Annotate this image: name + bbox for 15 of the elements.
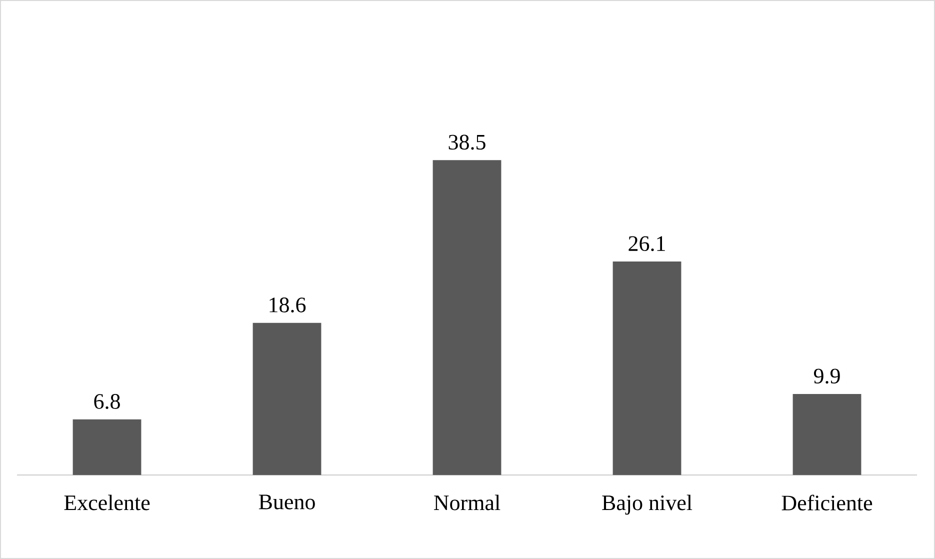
- x-tick-label: Excelente: [64, 494, 150, 510]
- x-tick-label: Bajo nivel: [602, 494, 692, 515]
- data-label: 18.6: [270, 298, 306, 312]
- bar: [72, 419, 142, 475]
- data-label: 9.9: [814, 368, 840, 384]
- data-label: 6.8: [94, 394, 120, 409]
- x-tick-label: Bueno: [258, 494, 315, 510]
- x-tick-label: Deficiente: [782, 494, 872, 510]
- data-label: 26.1: [628, 236, 665, 252]
- bar: [252, 322, 322, 475]
- data-label: 38.5: [448, 134, 486, 150]
- bar: [432, 160, 502, 475]
- bar: [612, 262, 682, 475]
- x-tick-label: Normal: [434, 494, 500, 510]
- bar: [792, 394, 862, 475]
